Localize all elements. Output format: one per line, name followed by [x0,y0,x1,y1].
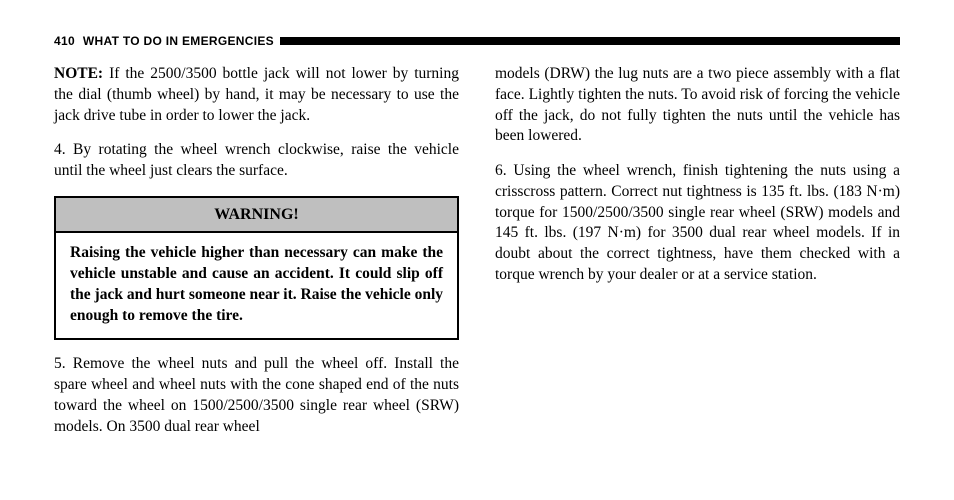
left-column: NOTE: If the 2500/3500 bottle jack will … [54,64,459,437]
step-5: 5. Remove the wheel nuts and pull the wh… [54,354,459,437]
step-4: 4. By rotating the wheel wrench clockwis… [54,140,459,182]
manual-page: 410 WHAT TO DO IN EMERGENCIES NOTE: If t… [0,0,954,467]
right-column: models (DRW) the lug nuts are a two piec… [495,64,900,437]
running-header: 410 WHAT TO DO IN EMERGENCIES [54,34,900,48]
note-label: NOTE: [54,65,103,82]
header-rule [280,37,900,45]
step-6: 6. Using the wheel wrench, finish tighte… [495,161,900,286]
page-number: 410 [54,34,75,48]
section-title: WHAT TO DO IN EMERGENCIES [83,34,274,48]
warning-box: WARNING! Raising the vehicle higher than… [54,196,459,341]
note-text: If the 2500/3500 bottle jack will not lo… [54,65,459,124]
note-paragraph: NOTE: If the 2500/3500 bottle jack will … [54,64,459,126]
warning-body: Raising the vehicle higher than necessar… [56,233,457,338]
step-5-continued: models (DRW) the lug nuts are a two piec… [495,64,900,147]
body-columns: NOTE: If the 2500/3500 bottle jack will … [54,64,900,437]
warning-title: WARNING! [56,198,457,233]
